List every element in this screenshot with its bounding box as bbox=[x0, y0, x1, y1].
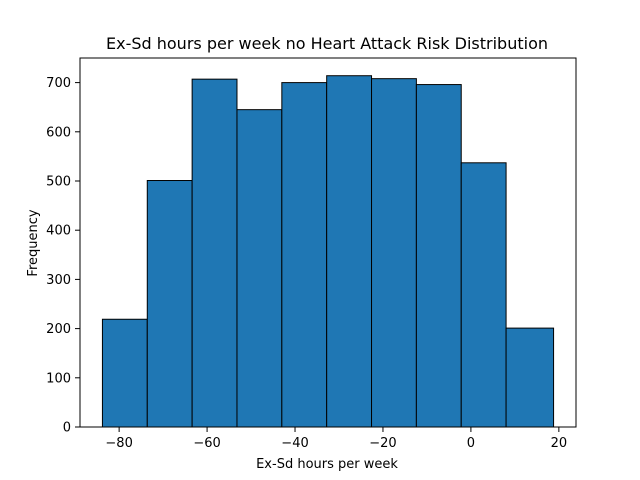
histogram-bar bbox=[146, 180, 193, 428]
y-axis-label: Frequency bbox=[26, 209, 41, 276]
x-tick-label: −40 bbox=[281, 436, 308, 451]
x-tick-label: −20 bbox=[369, 436, 396, 451]
y-tick-label: 300 bbox=[46, 273, 71, 288]
y-tick-label: 0 bbox=[63, 421, 71, 436]
histogram-bar bbox=[101, 318, 148, 428]
y-tick-label: 200 bbox=[46, 322, 71, 337]
y-tick-label: 600 bbox=[46, 125, 71, 140]
histogram-bar bbox=[236, 109, 283, 428]
histogram-bar bbox=[505, 327, 555, 428]
y-tick-label: 400 bbox=[46, 224, 71, 239]
chart-title: Ex-Sd hours per week no Heart Attack Ris… bbox=[106, 34, 548, 53]
x-tick-label: 0 bbox=[467, 436, 475, 451]
x-tick-label: −80 bbox=[105, 436, 132, 451]
histogram-bar bbox=[371, 78, 417, 428]
y-tick-label: 100 bbox=[46, 371, 71, 386]
x-axis: −80 −60 −40 −20 0 20 bbox=[105, 427, 567, 451]
y-tick-label: 500 bbox=[46, 175, 71, 190]
plot-frame bbox=[79, 57, 577, 428]
x-tick-label: 20 bbox=[551, 436, 568, 451]
histogram-bar bbox=[326, 75, 373, 428]
x-axis-label: Ex-Sd hours per week bbox=[256, 457, 398, 472]
y-tick-label: 700 bbox=[46, 76, 71, 91]
x-tick-label: −60 bbox=[193, 436, 220, 451]
histogram-bar bbox=[415, 84, 462, 428]
histogram-bar bbox=[460, 162, 507, 428]
bars-group bbox=[101, 75, 555, 428]
histogram-bar bbox=[281, 82, 328, 428]
histogram-bar bbox=[191, 78, 238, 428]
y-axis: 0 100 200 300 400 500 600 700 bbox=[46, 76, 80, 436]
